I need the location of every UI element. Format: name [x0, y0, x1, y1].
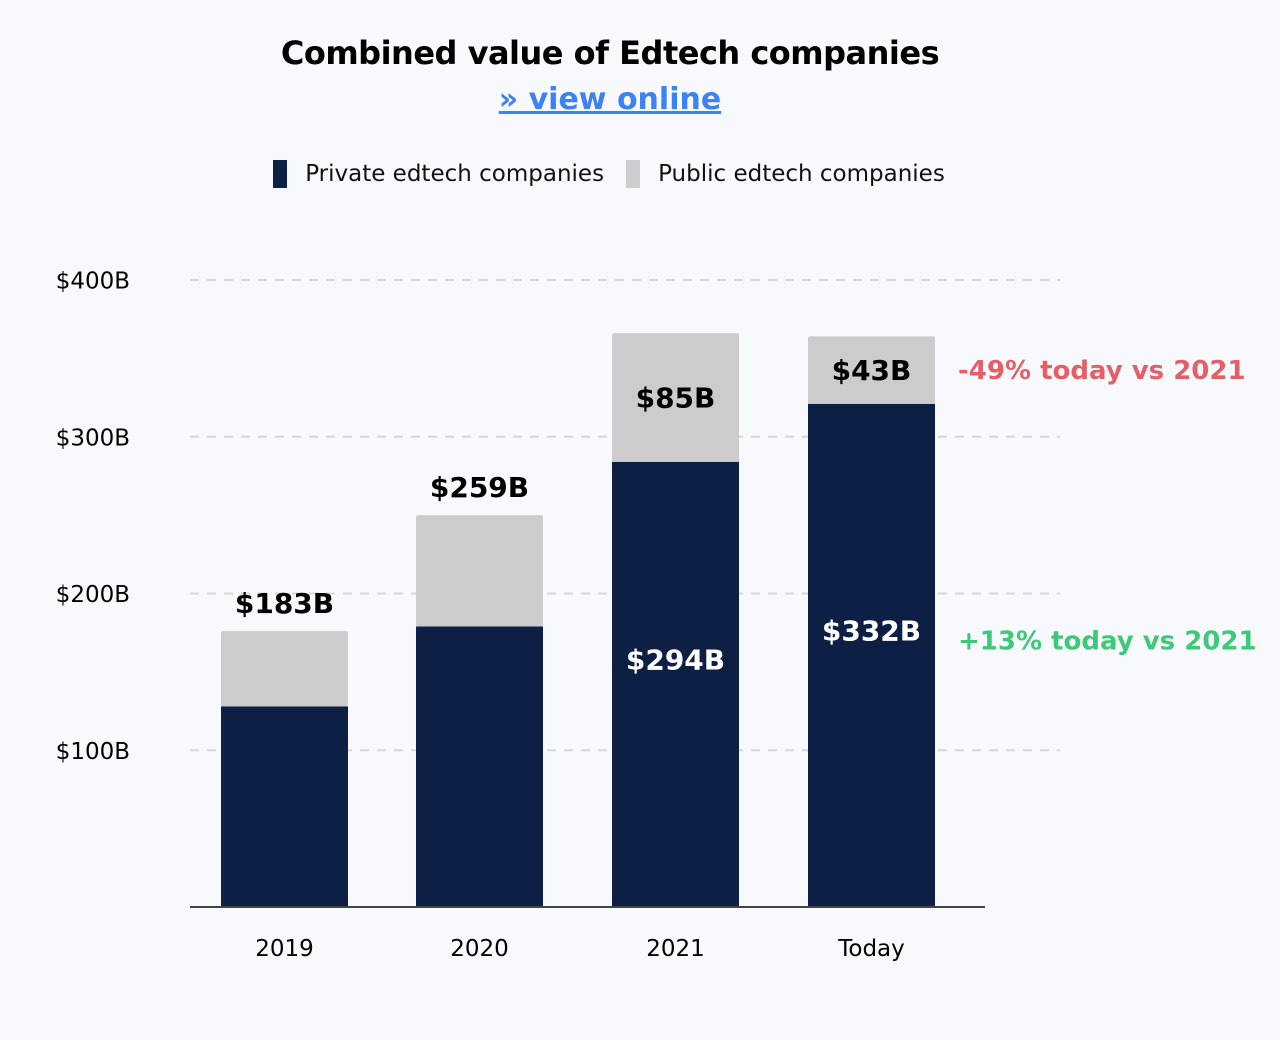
bar-private-label: $294B	[626, 643, 725, 676]
annotation-public-change: -49% today vs 2021	[958, 356, 1246, 386]
x-tick-label: 2020	[450, 936, 509, 962]
annotation-private-change: +13% today vs 2021	[958, 626, 1257, 656]
bar-total-label: $259B	[430, 471, 529, 504]
legend: Private edtech companies Public edtech c…	[0, 160, 1218, 188]
x-tick-label: 2021	[646, 936, 705, 962]
x-tick-label: Today	[837, 936, 905, 962]
y-tick-label: $300B	[56, 425, 130, 451]
bar-total-label: $183B	[235, 587, 334, 620]
bar-private	[808, 403, 935, 907]
legend-label-public: Public edtech companies	[658, 161, 945, 187]
bar-public	[221, 631, 348, 707]
legend-swatch-public	[626, 160, 641, 188]
bar-private	[416, 626, 543, 907]
legend-swatch-private	[273, 160, 288, 188]
bar-public-label: $85B	[636, 382, 716, 415]
bar-public	[808, 336, 935, 404]
bar-private-label: $332B	[822, 614, 921, 647]
legend-label-private: Private edtech companies	[305, 161, 605, 187]
chart-title: Combined value of Edtech companies	[280, 34, 940, 72]
bar-public	[416, 515, 543, 627]
y-tick-label: $100B	[56, 739, 130, 765]
bar-public	[612, 333, 739, 462]
bar-private	[221, 706, 348, 907]
legend-item-private: Private edtech companies	[273, 160, 604, 188]
y-tick-label: $400B	[56, 269, 130, 295]
chart-header: Combined value of Edtech companies » vie…	[0, 34, 1220, 117]
x-tick-label: 2019	[255, 936, 314, 962]
view-online-link[interactable]: » view online	[498, 82, 722, 117]
y-tick-label: $200B	[56, 582, 130, 608]
legend-item-public: Public edtech companies	[626, 160, 945, 188]
bar-public-label: $43B	[832, 354, 912, 387]
bar-private	[612, 461, 739, 907]
